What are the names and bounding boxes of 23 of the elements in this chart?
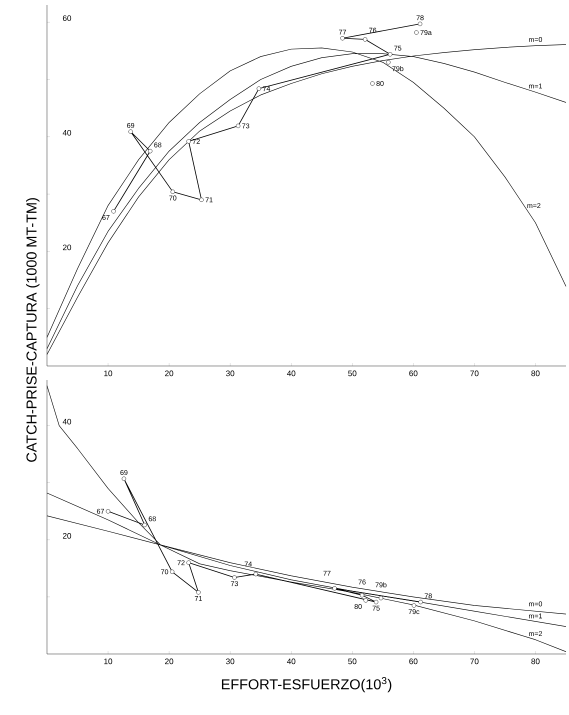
x-tick-label: 80 <box>531 658 540 664</box>
x-tick-label: 40 <box>286 658 296 664</box>
x-tick-label: 70 <box>470 370 479 376</box>
x-tick-label: 60 <box>409 658 418 664</box>
y-tick-label: 20 <box>62 244 72 250</box>
x-tick-label: 40 <box>286 370 296 376</box>
x-axis-title: EFFORT-ESFUERZO(10$^{3}$) <box>222 677 392 692</box>
y-tick-label: 20 <box>62 533 72 539</box>
x-tick-label: 30 <box>226 658 234 664</box>
x-tick-label: 10 <box>104 658 112 664</box>
x-tick-label: 30 <box>226 370 234 376</box>
x-tick-label: 50 <box>348 370 356 376</box>
x-tick-label: 70 <box>470 658 479 664</box>
x-tick-label: 20 <box>165 370 174 376</box>
x-tick-label: 10 <box>104 370 112 376</box>
x-tick-label: 80 <box>531 370 540 376</box>
x-tick-label: 50 <box>348 658 356 664</box>
x-tick-label: 60 <box>409 370 418 376</box>
y-tick-label: 40 <box>62 418 72 424</box>
x-tick-label: 20 <box>165 658 174 664</box>
y-tick-label: 40 <box>62 130 72 136</box>
y-axis-title: CATCH-PRISE-CAPTURA (1000 MT-TM) <box>26 198 40 462</box>
y-tick-label: 60 <box>62 15 72 22</box>
